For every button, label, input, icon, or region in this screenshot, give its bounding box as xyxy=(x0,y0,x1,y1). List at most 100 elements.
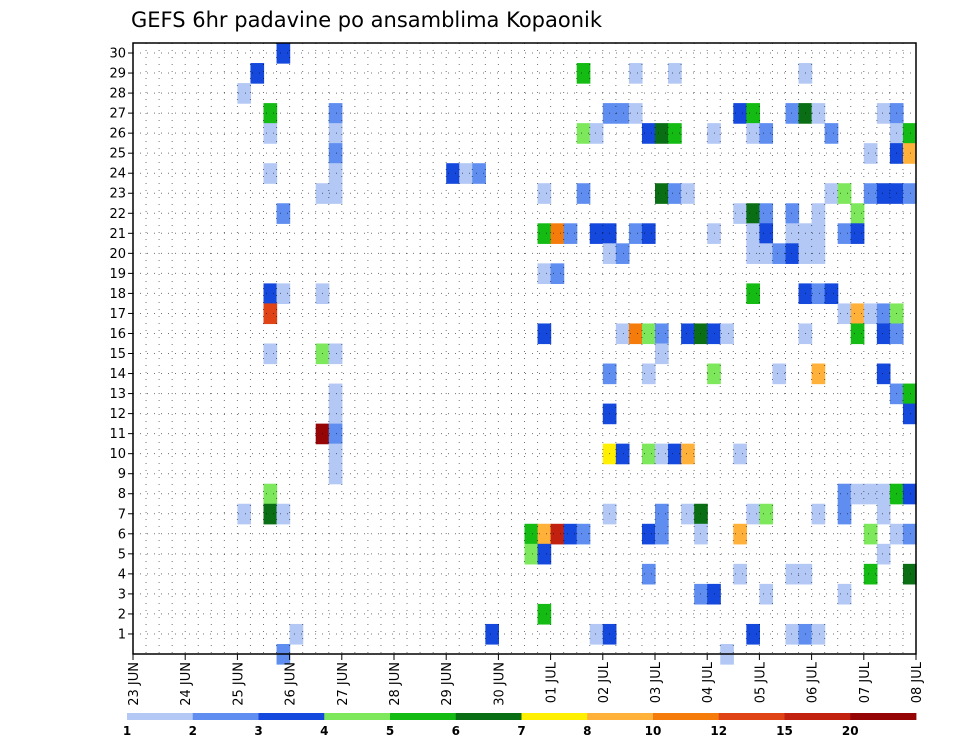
heatmap-cell xyxy=(615,243,630,264)
heatmap-cell xyxy=(589,123,604,144)
heatmap-cell xyxy=(876,303,891,325)
heatmap-cell xyxy=(485,623,499,645)
heatmap-cell xyxy=(759,123,774,144)
heatmap-cell xyxy=(876,183,891,204)
heatmap-cell xyxy=(655,443,669,465)
heatmap-cell xyxy=(811,103,826,124)
heatmap-cell xyxy=(615,103,630,124)
colorbar-segment xyxy=(324,713,391,720)
heatmap-cell xyxy=(550,523,565,545)
heatmap-cell xyxy=(733,443,747,465)
x-tick-label: 07 JUL xyxy=(858,661,873,703)
y-tick-label: 7 xyxy=(118,507,126,522)
heatmap-cell xyxy=(746,123,760,144)
heatmap-cell xyxy=(537,263,552,284)
heatmap-cell xyxy=(328,143,343,164)
heatmap-cell xyxy=(655,503,669,525)
heatmap-cell xyxy=(276,503,291,525)
y-tick-label: 25 xyxy=(109,147,126,162)
heatmap-cell xyxy=(641,363,656,385)
heatmap-cell xyxy=(328,343,343,365)
heatmap-cell xyxy=(746,243,760,264)
y-tick-label: 22 xyxy=(109,207,126,222)
heatmap-cell xyxy=(902,143,917,164)
y-tick-label: 3 xyxy=(118,587,126,602)
heatmap-cell xyxy=(824,283,839,305)
heatmap-cell xyxy=(759,583,774,605)
heatmap-cell xyxy=(328,163,343,184)
heatmap-cell xyxy=(589,223,604,244)
y-tick-label: 30 xyxy=(109,47,126,62)
heatmap-cell xyxy=(459,163,473,184)
heatmap-cell xyxy=(681,443,695,465)
colorbar-segment xyxy=(127,713,194,720)
heatmap-cell xyxy=(576,523,591,545)
y-tick-label: 6 xyxy=(118,527,126,542)
y-tick-label: 27 xyxy=(109,107,126,122)
heatmap-cell xyxy=(563,223,578,244)
heatmap-cell xyxy=(863,483,878,505)
heatmap-cell xyxy=(785,623,800,645)
heatmap-cell xyxy=(472,163,486,184)
heatmap-cell xyxy=(746,223,760,244)
heatmap-cell xyxy=(263,283,278,305)
y-tick-label: 2 xyxy=(118,607,126,622)
heatmap-cell xyxy=(263,303,278,325)
colorbar-label: 1 xyxy=(123,724,131,738)
colorbar-segment xyxy=(653,713,720,720)
heatmap-cell xyxy=(902,183,917,204)
heatmap-cell xyxy=(863,303,878,325)
x-tick-label: 24 JUN xyxy=(179,662,194,706)
y-tick-label: 23 xyxy=(109,187,126,202)
y-tick-label: 5 xyxy=(118,547,126,562)
heatmap-cell xyxy=(328,183,343,204)
heatmap-cell xyxy=(263,503,278,525)
heatmap-cell xyxy=(641,323,656,345)
colorbar: 1 2 3 4 5 6 7 8 10 12 15 20 xyxy=(123,713,917,738)
x-tick-label: 25 JUN xyxy=(231,662,246,706)
heatmap-cell xyxy=(863,563,878,585)
y-tick-label: 13 xyxy=(109,387,126,402)
heatmap-cell xyxy=(759,243,774,264)
heatmap-cell xyxy=(876,483,891,505)
heatmap-cell xyxy=(289,623,304,645)
heatmap-cell xyxy=(785,243,800,264)
heatmap-cell xyxy=(811,363,826,385)
heatmap-cell xyxy=(785,103,800,124)
heatmap-cell xyxy=(641,443,656,465)
colorbar-segment xyxy=(455,713,522,720)
y-tick-label: 26 xyxy=(109,127,126,142)
y-tick-label: 24 xyxy=(109,167,126,182)
heatmap-cell xyxy=(759,223,774,244)
heatmap-cell xyxy=(328,463,343,485)
heatmap-cell xyxy=(589,623,604,645)
heatmap-cell xyxy=(276,203,291,224)
heatmap-cell xyxy=(902,383,917,405)
heatmap-cell xyxy=(681,183,695,204)
heatmap-cell xyxy=(537,603,552,625)
heatmap-cell xyxy=(628,223,643,244)
plot-area: 1234567891011121314151617181920212223242… xyxy=(109,42,925,706)
colorbar-segment xyxy=(258,713,325,720)
heatmap-cell xyxy=(537,183,552,204)
x-tick-label: 27 JUN xyxy=(336,662,351,706)
heatmap-cell xyxy=(550,223,565,244)
colorbar-segment xyxy=(587,713,654,720)
y-tick-label: 15 xyxy=(109,347,126,362)
heatmap-cell xyxy=(837,303,852,325)
heatmap-cell xyxy=(746,623,760,645)
colorbar-label: 5 xyxy=(386,724,394,738)
colorbar-segment xyxy=(521,713,588,720)
y-tick-label: 20 xyxy=(109,247,126,262)
heatmap-cell xyxy=(276,43,291,64)
colorbar-segment xyxy=(784,713,851,720)
heatmap-cell xyxy=(785,563,800,585)
x-tick-label: 01 JUL xyxy=(545,661,560,703)
heatmap-cell xyxy=(668,63,682,84)
heatmap-cell xyxy=(837,223,852,244)
heatmap-cell xyxy=(733,203,747,224)
heatmap-cell xyxy=(824,183,839,204)
y-tick-label: 16 xyxy=(109,327,126,342)
heatmap-cell xyxy=(615,323,630,345)
colorbar-segment xyxy=(850,713,917,720)
